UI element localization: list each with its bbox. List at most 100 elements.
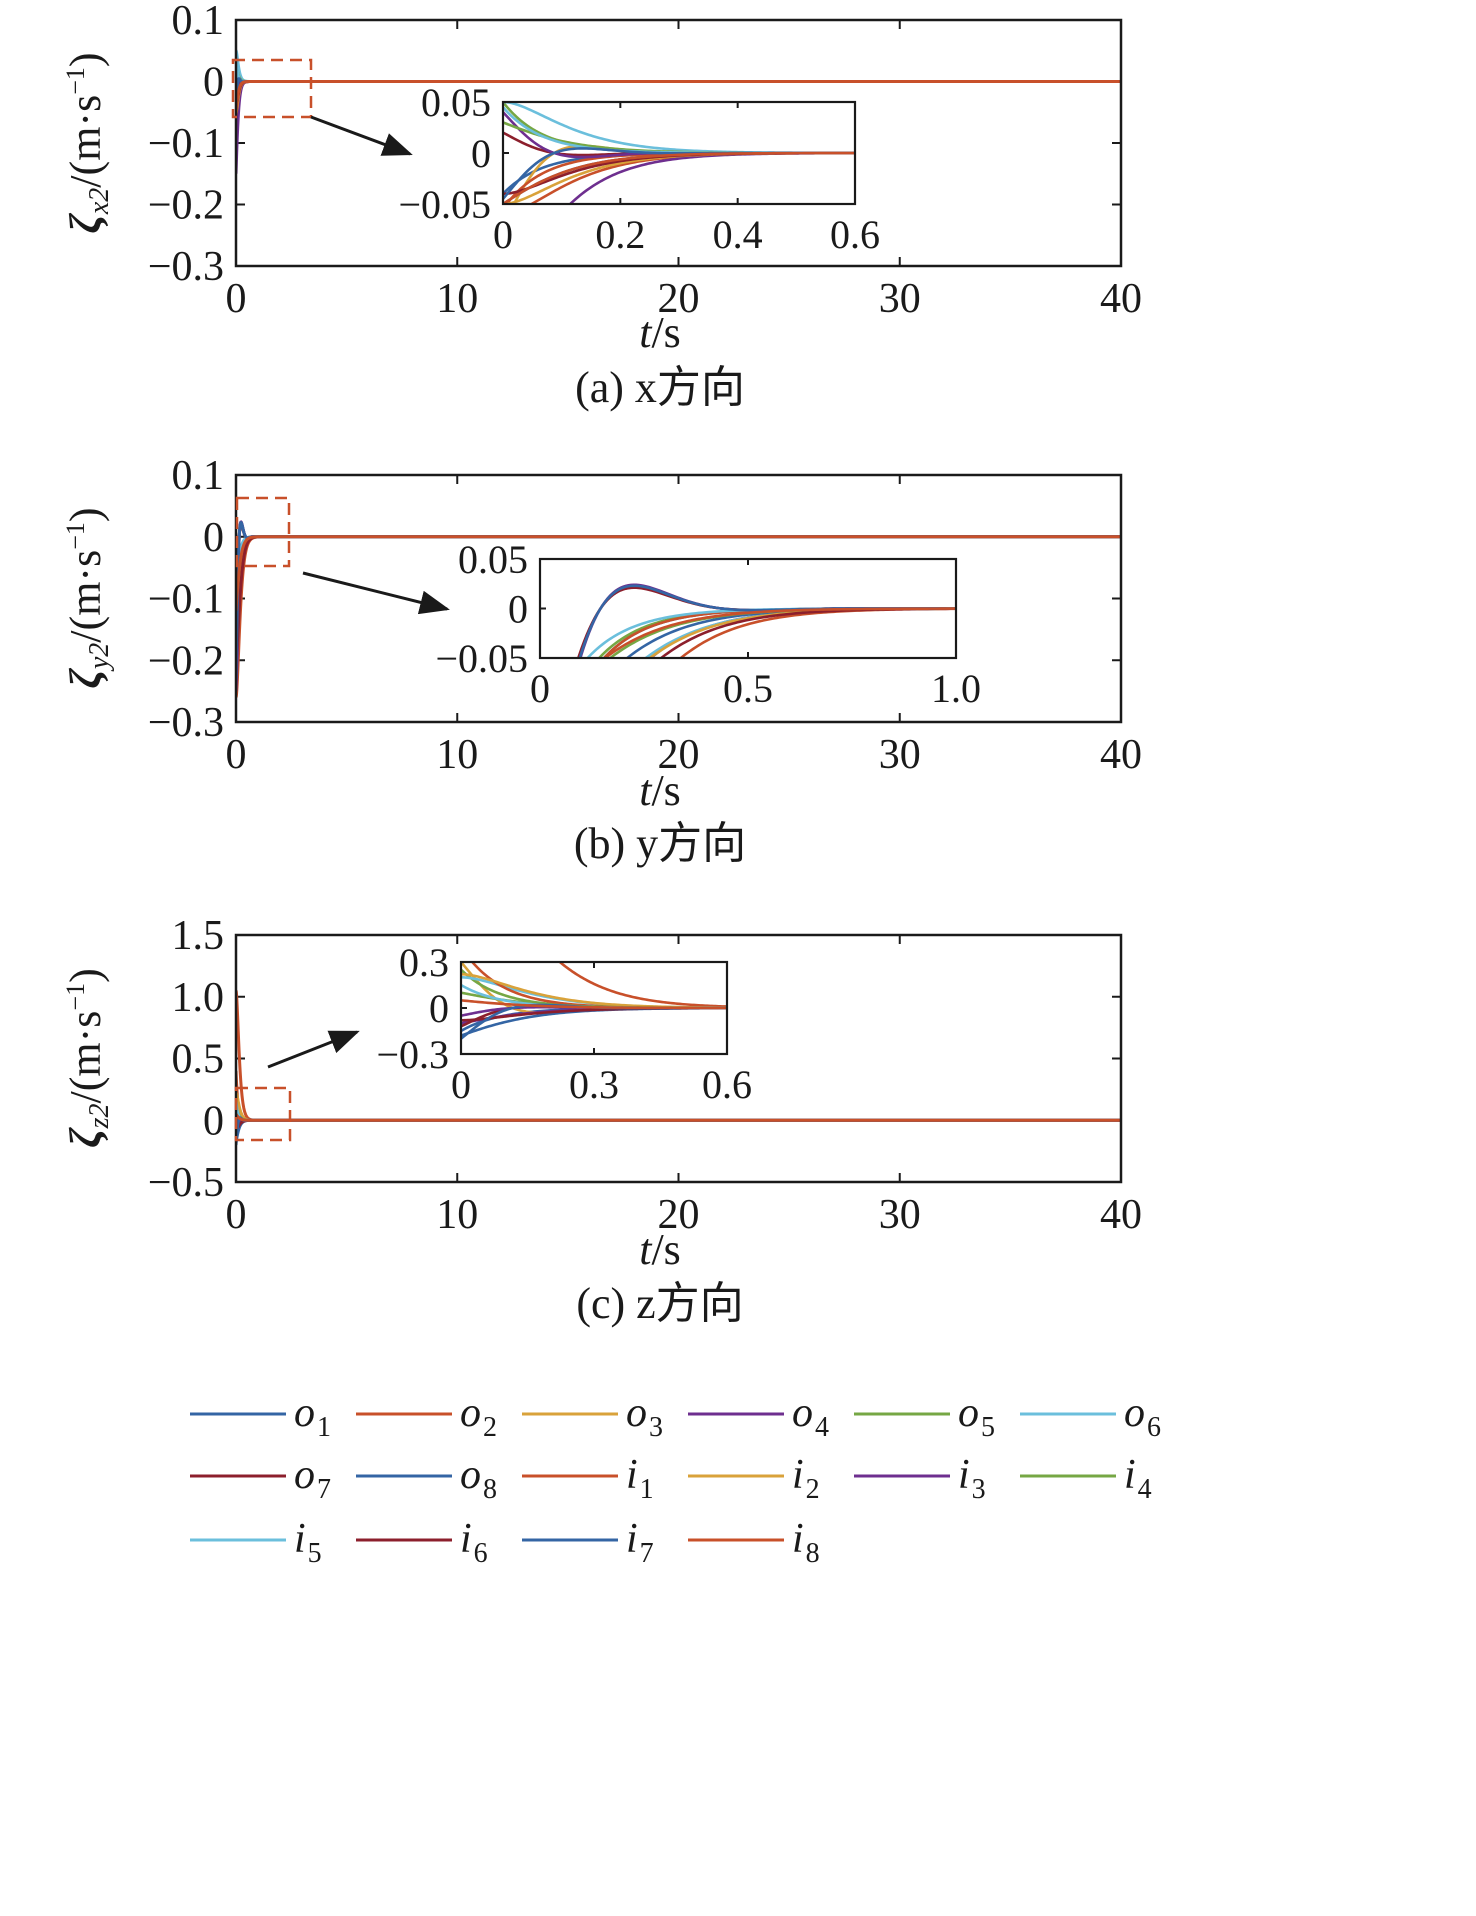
panel-a-inset-series-i8	[503, 151, 855, 204]
panel-b-inset-series-group	[576, 583, 956, 658]
panel-b-xlabel: t/s	[639, 766, 681, 815]
panel-c-inset-series-o2	[557, 962, 727, 1008]
panel-a-main-xtick-label: 20	[658, 276, 700, 322]
legend-label: i2	[792, 1452, 820, 1505]
panel-a-main-series-o6	[236, 49, 1121, 83]
legend-label: o5	[958, 1390, 995, 1443]
panel-a-zoom-box	[231, 58, 313, 119]
panel-c-main-xtick-label: 10	[436, 1192, 478, 1238]
panel-c-inset-ytick-label: 0.3	[399, 940, 449, 985]
legend-item-o5: o5	[854, 1390, 995, 1443]
panel-c-xlabel: t/s	[639, 1225, 681, 1274]
panel-a-inset-frame	[501, 100, 857, 206]
legend-label: i7	[626, 1516, 654, 1569]
legend-item-i2: i2	[688, 1452, 820, 1505]
legend-label: o7	[294, 1452, 331, 1505]
legend-label: o8	[460, 1452, 497, 1505]
panel-b-main-xtick-label: 10	[436, 732, 478, 778]
panel-b-zoom-box	[235, 496, 291, 568]
panel-b-inset-xtick-label: 0.5	[723, 666, 773, 711]
legend-label: i8	[792, 1516, 820, 1569]
panel-c: 0 10 20 30 40−0.500.51.01.50 0.3 0.6−0.300.3t/…	[61, 913, 1142, 1328]
legend-item-i4: i4	[1020, 1452, 1152, 1505]
panel-b-zoom-arrow	[302, 571, 450, 615]
panel-b-inset-ytick-label: 0	[508, 587, 528, 632]
panel-a-inset-ytick-label: 0.05	[421, 80, 491, 125]
panel-a-main-series-i5	[236, 53, 1121, 83]
panel-b-main-ytick-label: −0.2	[148, 638, 224, 684]
panel-b-main-ytick-label: −0.3	[148, 700, 224, 746]
panel-c-main-ytick-label: 0.5	[172, 1037, 225, 1083]
panel-c-main-series-o8	[236, 1118, 1121, 1143]
panel-b-main-ytick-label: 0	[203, 515, 224, 561]
panel-a-main-xtick-label: 0	[226, 276, 247, 322]
panel-c-main-xtick-label: 30	[879, 1192, 921, 1238]
panel-c-main-series-i8	[236, 1113, 1121, 1122]
panel-c-main-xtick-label: 0	[226, 1192, 247, 1238]
panel-b-caption: (b) y方向	[574, 819, 746, 868]
panel-b-inset-xtick-label: 1.0	[931, 666, 981, 711]
panel-b-inset-frame	[538, 557, 958, 660]
panel-b-main-ytick-label: 0.1	[172, 453, 225, 499]
panel-c-zoom-box	[234, 1086, 292, 1142]
legend-item-o2: o2	[356, 1390, 497, 1443]
panel-c-main-series-o1	[236, 1118, 1121, 1139]
panel-a-main-ytick-label: 0.1	[172, 0, 225, 44]
panel-c-main-series-i7	[236, 1116, 1121, 1146]
legend-item-i6: i6	[356, 1516, 488, 1569]
panel-a-xlabel: t/s	[639, 308, 681, 357]
panel-b-ylabel: ζy2/(m·s−1)	[61, 507, 115, 688]
panel-a-inset-ytick-label: −0.05	[398, 182, 491, 227]
legend-label: i6	[460, 1516, 488, 1569]
legend-item-o1: o1	[190, 1390, 331, 1443]
panel-c-main-series-i4	[236, 1107, 1121, 1122]
panel-c-main-xtick-label: 20	[658, 1192, 700, 1238]
panel-c-caption: (c) z方向	[576, 1279, 743, 1328]
panel-b-main-series-i8	[236, 535, 1121, 611]
panel-c-main-ytick-label: 1.5	[172, 913, 225, 959]
panel-c-inset-xtick-label: 0.3	[569, 1062, 619, 1107]
legend-item-i8: i8	[688, 1516, 820, 1569]
panel-c-main-series-i1	[236, 1070, 1121, 1122]
panel-c-zoom-arrow	[267, 1030, 360, 1069]
panel-a-main-ytick-label: −0.1	[148, 121, 224, 167]
panel-c-main-ytick-label: −0.5	[148, 1160, 224, 1206]
legend-label: o2	[460, 1390, 497, 1443]
panel-c-main-series-o5	[236, 1089, 1121, 1122]
panel-a-main-series-o5	[236, 50, 1121, 83]
panel-b: 0 10 20 30 40−0.3−0.2−0.100.10 0.5 1.0−0.0500.…	[61, 453, 1142, 868]
panel-a-inset-series-group	[503, 102, 855, 204]
legend-item-i7: i7	[522, 1516, 654, 1569]
panel-c-main-series-o6	[236, 1094, 1121, 1122]
panel-a-main-xtick-label: 30	[879, 276, 921, 322]
panel-c-inset-xtick-label: 0	[451, 1062, 471, 1107]
legend-label: o4	[792, 1390, 829, 1443]
legend-label: o6	[1124, 1390, 1161, 1443]
panel-c-main-series-o4	[236, 1118, 1121, 1134]
panel-b-main-xtick-label: 0	[226, 732, 247, 778]
legend-item-i5: i5	[190, 1516, 322, 1569]
legend-label: o3	[626, 1390, 663, 1443]
panel-b-inset-xtick-label: 0	[530, 666, 550, 711]
legend-label: i3	[958, 1452, 986, 1505]
panel-a-main-series-i8	[236, 80, 1121, 113]
legend-item-o6: o6	[1020, 1390, 1161, 1443]
legend-label: i1	[626, 1452, 654, 1505]
panel-a-inset-xtick-label: 0.2	[595, 212, 645, 257]
panel-c-main-series-i2	[236, 1091, 1121, 1122]
panel-c-main-frame	[234, 933, 1123, 1184]
panel-b-inset-ytick-label: 0.05	[458, 537, 528, 582]
panel-a-main-xtick-label: 10	[436, 276, 478, 322]
panel-c-inset-xtick-label: 0.6	[702, 1062, 752, 1107]
panel-c-main-xtick-label: 40	[1100, 1192, 1142, 1238]
panel-a-inset-ytick-label: 0	[471, 131, 491, 176]
panel-c-inset-series-group	[461, 962, 727, 1040]
legend-item-i1: i1	[522, 1452, 654, 1505]
panel-c-main-series-group	[236, 990, 1121, 1146]
panel-b-main-ytick-label: −0.1	[148, 577, 224, 623]
panel-a-main-ytick-label: −0.3	[148, 244, 224, 290]
legend-item-o4: o4	[688, 1390, 829, 1443]
legend-label: i4	[1124, 1452, 1152, 1505]
panel-b-main-xtick-label: 40	[1100, 732, 1142, 778]
legend-item-o7: o7	[190, 1452, 331, 1505]
